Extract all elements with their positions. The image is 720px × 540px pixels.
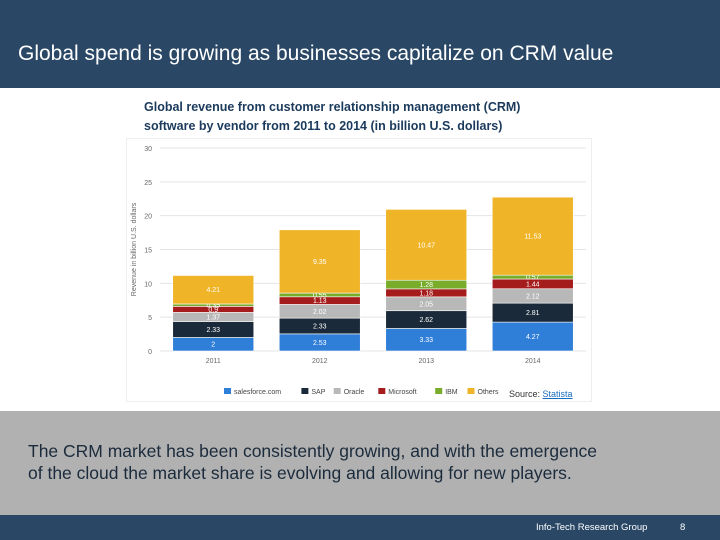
bar-segment (172, 275, 255, 305)
y-tick-label: 15 (144, 248, 152, 255)
legend-label: SAP (311, 389, 325, 396)
x-tick-label: 2014 (525, 358, 541, 365)
bar-segment (278, 229, 361, 294)
data-label: 1.13 (313, 298, 327, 305)
footer-brand: Info-Tech Research Group (536, 522, 648, 533)
legend-swatch (467, 388, 475, 394)
y-tick-label: 0 (148, 349, 152, 356)
data-label: 4.21 (206, 287, 220, 294)
y-tick-label: 5 (148, 315, 152, 322)
data-label: 0.9 (208, 307, 218, 314)
legend-label: Others (478, 389, 500, 396)
data-label: 0.55 (313, 292, 327, 299)
x-tick-label: 2013 (418, 358, 434, 365)
legend-swatch (435, 388, 443, 394)
y-axis-label: Revenue in billion U.S. dollars (131, 202, 138, 296)
summary-band (0, 411, 720, 515)
x-tick-label: 2012 (312, 358, 328, 365)
data-label: 11.53 (524, 234, 541, 241)
source-link[interactable]: Statista (542, 389, 573, 399)
slide-title: Global spend is growing as businesses ca… (18, 42, 614, 65)
data-label: 2.02 (313, 309, 327, 316)
data-label: 3.33 (419, 337, 433, 344)
stacked-bar-chart: 0 5 10 15 20 25 30 Revenue in billion U.S. doll… (131, 146, 586, 396)
data-label: 2.33 (313, 323, 327, 330)
chart-title-line-2: software by vendor from 2011 to 2014 (in… (144, 119, 503, 133)
legend-swatch (301, 388, 309, 394)
data-label: 2.53 (313, 340, 327, 347)
data-label: 0.57 (526, 275, 540, 282)
bar-segment (491, 196, 574, 276)
data-label: 2 (211, 342, 215, 349)
data-label: 1.18 (419, 290, 433, 297)
summary-line-1: The CRM market has been consistently gro… (28, 441, 598, 461)
data-label: 1.37 (206, 315, 220, 322)
data-label: 2.81 (526, 310, 540, 317)
data-label: 4.27 (526, 334, 540, 341)
x-tick-label: 2011 (206, 358, 221, 365)
y-tick-label: 25 (144, 180, 152, 187)
legend-swatch (333, 388, 341, 394)
y-tick-label: 20 (144, 214, 152, 221)
data-label: 1.44 (526, 281, 540, 288)
summary-line-2: of the cloud the market share is evolvin… (28, 463, 572, 483)
summary-text: The CRM market has been consistently gro… (28, 440, 698, 484)
source-credit: Source: Statista (509, 389, 573, 399)
legend-swatch (378, 388, 386, 394)
source-label: Source: (509, 389, 541, 399)
legend-label: Oracle (344, 389, 365, 396)
data-label: 1.28 (419, 282, 433, 289)
legend-swatch (224, 388, 231, 394)
chart-title-line-1: Global revenue from customer relationshi… (144, 100, 521, 114)
legend-label: IBM (445, 389, 458, 396)
bar-segment (491, 321, 574, 352)
legend-label: Microsoft (388, 389, 416, 396)
data-label: 2.05 (419, 301, 433, 308)
y-tick-label: 30 (144, 146, 152, 153)
data-label: 2.62 (419, 317, 433, 324)
data-label: 2.33 (206, 327, 220, 334)
legend-label: salesforce.com (234, 389, 281, 396)
y-tick-label: 10 (144, 281, 152, 288)
data-label: 2.12 (526, 293, 540, 300)
header-bar: Global spend is growing as businesses ca… (0, 0, 720, 88)
bar-segment (385, 209, 468, 281)
page-number: 8 (680, 522, 686, 533)
footer-bar: Info-Tech Research Group 8 (0, 515, 720, 540)
data-label: 9.35 (313, 259, 327, 266)
data-label: 10.47 (417, 242, 435, 249)
chart-title: Global revenue from customer relationshi… (144, 98, 564, 136)
data-label: 0.35 (206, 303, 220, 310)
